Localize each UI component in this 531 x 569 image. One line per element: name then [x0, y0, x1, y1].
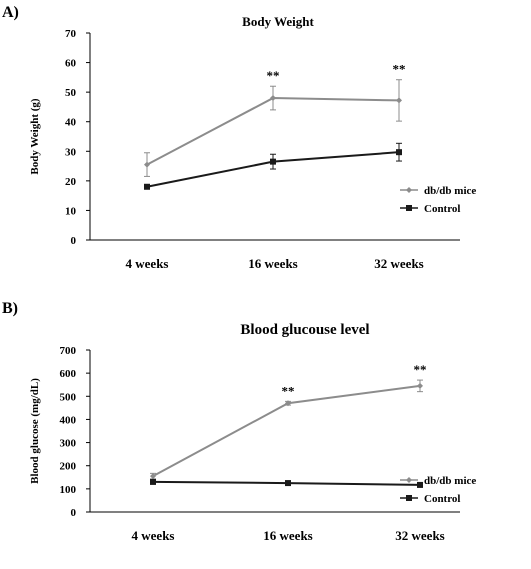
legend-label: Control — [424, 493, 460, 505]
significance-label: ** — [267, 68, 280, 83]
y-tick-label: 50 — [65, 87, 77, 99]
legend-marker — [406, 495, 412, 501]
legend-label: Control — [424, 203, 460, 215]
data-point — [270, 158, 276, 165]
data-point — [150, 473, 156, 480]
significance-label: ** — [282, 383, 295, 398]
panel-label: B) — [2, 300, 18, 317]
x-tick-label: 4 weeks — [132, 528, 175, 543]
y-tick-label: 700 — [60, 345, 77, 357]
y-tick-label: 60 — [65, 58, 77, 70]
data-point — [396, 97, 402, 104]
y-axis-label: Blood glucose (mg/dL) — [29, 378, 41, 484]
legend-label: db/db mice — [424, 185, 476, 197]
data-point — [144, 161, 150, 168]
chart-title: Blood glucouse level — [240, 322, 369, 338]
data-point — [417, 481, 423, 488]
legend-marker — [406, 205, 412, 211]
y-tick-label: 100 — [60, 484, 77, 496]
y-tick-label: 30 — [65, 146, 77, 158]
x-tick-label: 16 weeks — [263, 528, 312, 543]
legend-label: db/db mice — [424, 475, 476, 487]
chart-title: Body Weight — [242, 14, 314, 29]
y-tick-label: 600 — [60, 368, 77, 380]
significance-label: ** — [414, 362, 427, 377]
significance-label: ** — [393, 62, 406, 77]
y-tick-label: 10 — [65, 205, 77, 217]
y-tick-label: 20 — [65, 176, 77, 188]
y-tick-label: 0 — [71, 507, 77, 519]
y-tick-label: 500 — [60, 391, 77, 403]
data-point — [285, 480, 291, 487]
y-axis-label: Body Weight (g) — [29, 98, 41, 175]
data-point — [285, 400, 291, 407]
data-point — [144, 183, 150, 190]
data-point — [417, 382, 423, 389]
y-tick-label: 0 — [71, 235, 77, 247]
y-tick-label: 200 — [60, 461, 77, 473]
series-line — [152, 384, 421, 478]
data-point — [150, 478, 156, 485]
data-point — [396, 149, 402, 156]
y-tick-label: 400 — [60, 414, 77, 426]
x-tick-label: 32 weeks — [395, 528, 444, 543]
legend-marker — [406, 477, 412, 483]
panel-label: A) — [2, 4, 19, 21]
x-tick-label: 32 weeks — [374, 256, 423, 271]
legend-marker — [406, 187, 412, 193]
x-tick-label: 16 weeks — [248, 256, 297, 271]
y-tick-label: 40 — [65, 117, 77, 129]
y-tick-label: 300 — [60, 438, 77, 450]
x-tick-label: 4 weeks — [126, 256, 169, 271]
y-tick-label: 70 — [65, 28, 77, 40]
data-point — [270, 95, 276, 102]
